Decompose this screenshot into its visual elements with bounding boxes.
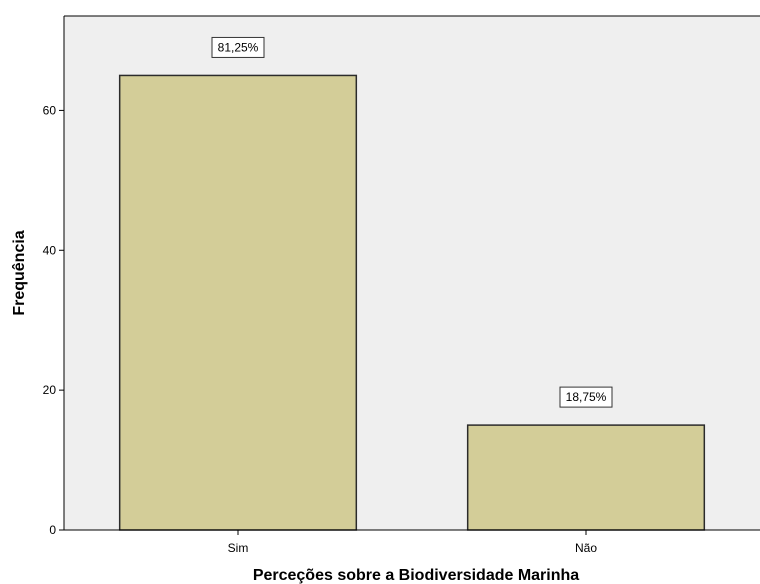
data-label-box — [559, 386, 613, 408]
bar-não — [466, 424, 706, 531]
y-tick-label: 60 — [43, 103, 57, 117]
bar-sim — [118, 74, 358, 531]
y-tick-label: 0 — [49, 523, 56, 537]
y-tick-label: 40 — [43, 243, 57, 257]
data-label: 18,75% — [566, 390, 607, 404]
y-axis-title: Frequência — [11, 230, 28, 315]
data-label-box — [211, 36, 265, 58]
x-tick-label: Não — [575, 541, 597, 555]
x-tick-label: Sim — [228, 541, 249, 555]
y-tick-label: 20 — [43, 383, 57, 397]
x-axis-title: Perceções sobre a Biodiversidade Marinha — [253, 567, 579, 584]
data-label: 81,25% — [218, 40, 259, 54]
